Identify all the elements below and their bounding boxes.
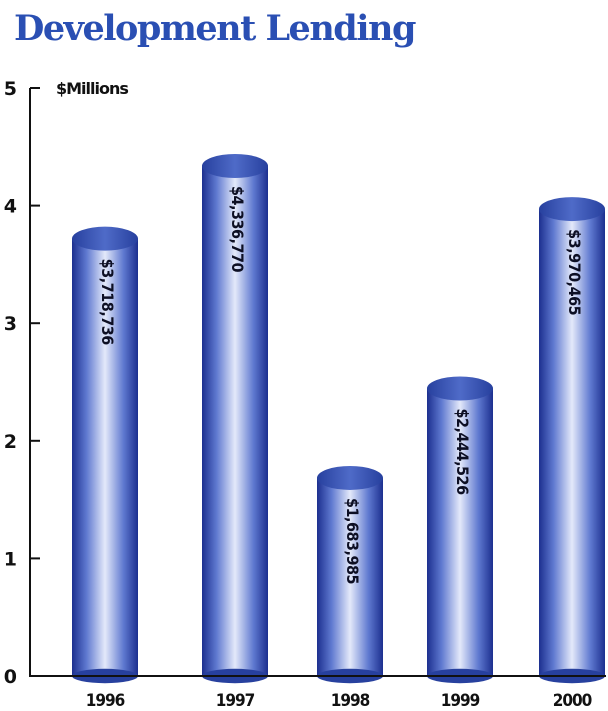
x-tick-label-2000: 2000 bbox=[553, 691, 592, 711]
bar-top-1997 bbox=[202, 153, 268, 178]
bar-body-1998 bbox=[317, 477, 383, 676]
bar-body-2000 bbox=[539, 209, 605, 677]
data-label-1997: $4,336,770 bbox=[228, 186, 247, 273]
y-axis-unit-label: $Millions bbox=[56, 79, 128, 98]
bar-2000: $3,970,465 bbox=[539, 197, 605, 684]
bar-top-1998 bbox=[317, 465, 383, 490]
y-tick-label-1: 1 bbox=[4, 548, 17, 570]
bar-1999: $2,444,526 bbox=[427, 376, 493, 684]
data-label-2000: $3,970,465 bbox=[565, 229, 584, 316]
chart-title: Development Lending bbox=[14, 8, 416, 49]
data-label-1996: $3,718,736 bbox=[98, 259, 117, 346]
y-tick-label-0: 0 bbox=[4, 666, 17, 688]
bar-body-1999 bbox=[427, 388, 493, 676]
y-tick-label-2: 2 bbox=[4, 431, 17, 453]
x-tick-label-1996: 1996 bbox=[86, 691, 125, 711]
data-label-1998: $1,683,985 bbox=[343, 498, 362, 585]
x-tick-label-1999: 1999 bbox=[441, 691, 480, 711]
x-tick-label-1998: 1998 bbox=[331, 691, 370, 711]
bar-body-1997 bbox=[202, 165, 268, 676]
bar-1997: $4,336,770 bbox=[202, 153, 268, 684]
x-tick-label-1997: 1997 bbox=[216, 691, 255, 711]
bar-1998: $1,683,985 bbox=[317, 465, 383, 684]
bar-top-1996 bbox=[72, 226, 138, 251]
bar-top-2000 bbox=[539, 197, 605, 222]
y-tick-label-5: 5 bbox=[4, 78, 17, 100]
y-tick-label-4: 4 bbox=[4, 196, 17, 218]
bar-top-1999 bbox=[427, 376, 493, 401]
y-tick-label-3: 3 bbox=[4, 313, 17, 335]
bar-body-1996 bbox=[72, 238, 138, 677]
bar-1996: $3,718,736 bbox=[72, 226, 138, 684]
data-label-1999: $2,444,526 bbox=[453, 409, 472, 496]
